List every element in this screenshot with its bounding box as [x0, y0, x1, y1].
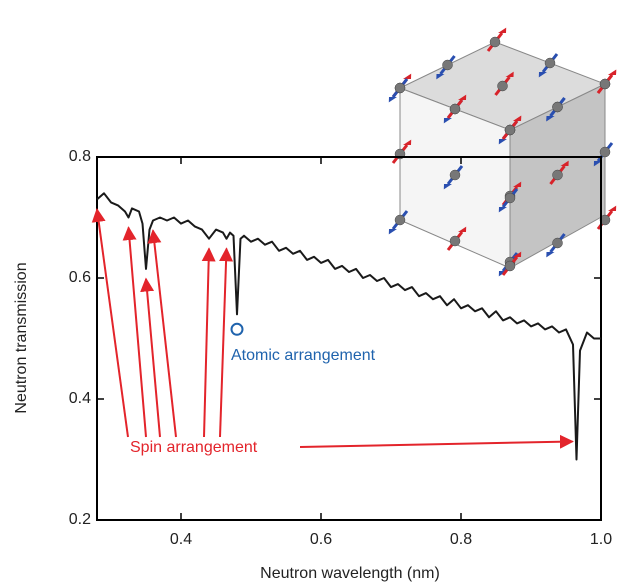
y-tick-label: 0.2 [69, 511, 91, 528]
atomic-marker [230, 322, 244, 336]
spin-head [436, 74, 445, 80]
spin-head [546, 116, 555, 122]
spin-head [388, 97, 397, 103]
spin-label: Spin arrangement [130, 439, 258, 456]
atom [552, 101, 563, 113]
atom [442, 59, 453, 71]
atom [504, 192, 516, 204]
spin-pointer [201, 247, 216, 438]
atomic-label: Atomic arrangement [231, 347, 376, 364]
atom [449, 235, 461, 247]
atom [544, 57, 556, 69]
y-tick-label: 0.6 [69, 269, 91, 286]
y-tick-label: 0.4 [69, 390, 91, 407]
x-tick-label: 0.8 [450, 531, 472, 548]
atom [394, 214, 406, 226]
spin-head [403, 139, 412, 145]
spin-pointer [140, 277, 161, 438]
atom [497, 80, 508, 92]
spin-head [513, 115, 522, 121]
atom [504, 124, 516, 136]
atom [449, 103, 461, 115]
spin-head [608, 69, 617, 75]
spin-pointer [91, 207, 129, 438]
spin-head [498, 207, 507, 213]
spin-head [513, 181, 522, 187]
atom [599, 78, 611, 90]
spin-head [443, 118, 452, 124]
atom [449, 169, 461, 181]
spin-head [608, 205, 617, 211]
spin-pointer [299, 434, 574, 449]
spin-head [505, 71, 514, 77]
atom [599, 146, 611, 158]
spin-pointer [122, 226, 147, 438]
y-axis-label: Neutron transmission [13, 262, 30, 413]
spin-head [498, 27, 507, 33]
atom [394, 82, 406, 94]
atom [552, 169, 563, 181]
spin-head [458, 226, 467, 232]
x-tick-label: 0.6 [310, 531, 332, 548]
spin-head [538, 72, 547, 78]
spin-head [458, 94, 467, 100]
x-tick-label: 1.0 [590, 531, 612, 548]
spin-pointer [219, 247, 234, 438]
cube-illustration [388, 27, 617, 277]
spin-head [593, 161, 602, 167]
spin-head [498, 139, 507, 145]
atom [489, 36, 501, 48]
spin-head [560, 160, 569, 166]
spin-head [546, 252, 555, 258]
spin-head [403, 73, 412, 79]
spin-head [388, 229, 397, 235]
x-tick-label: 0.4 [170, 531, 192, 548]
spin-pointer [147, 229, 177, 438]
x-axis-label: Neutron wavelength (nm) [260, 565, 440, 582]
atom [552, 237, 563, 249]
spin-head [443, 184, 452, 190]
y-tick-label: 0.8 [69, 148, 91, 165]
data-line [96, 192, 601, 461]
spin-head [513, 251, 522, 257]
atom [504, 260, 516, 272]
spin-head [498, 271, 507, 277]
